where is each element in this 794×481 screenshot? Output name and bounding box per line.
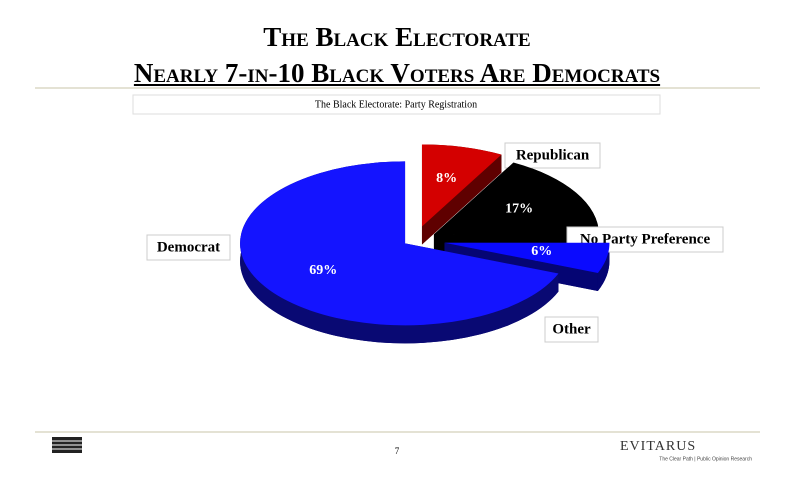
- slice: [433, 162, 599, 235]
- slice: [240, 161, 559, 326]
- category-label: Democrat: [157, 239, 220, 255]
- slice: [444, 242, 610, 273]
- value-label: 8%: [436, 171, 457, 186]
- legend-box: [544, 316, 599, 343]
- legend-box: [146, 234, 231, 261]
- legend-box: [504, 142, 601, 169]
- chart-title-box: [132, 94, 661, 115]
- slice: [421, 144, 502, 227]
- category-label: No Party Preference: [580, 231, 711, 247]
- chart-title: The Black Electorate: Party Registration: [315, 99, 477, 110]
- value-label: 6%: [531, 244, 552, 259]
- page-number: 7: [395, 446, 400, 456]
- value-label: 17%: [505, 202, 533, 217]
- slide-subtitle: Nearly 7-in-10 Black Voters Are Democrat…: [133, 58, 661, 88]
- left-logo: [52, 437, 82, 453]
- category-label: Other: [552, 321, 591, 337]
- footer-brand: EVITARUS: [620, 439, 696, 454]
- value-label: 69%: [309, 263, 337, 278]
- slide-title: The Black Electorate: [263, 22, 531, 52]
- footer-tagline: The Clear Path | Public Opinion Research: [659, 456, 752, 462]
- slice-side: [421, 154, 502, 245]
- slice-edge: [597, 242, 610, 291]
- category-label: Republican: [516, 147, 590, 163]
